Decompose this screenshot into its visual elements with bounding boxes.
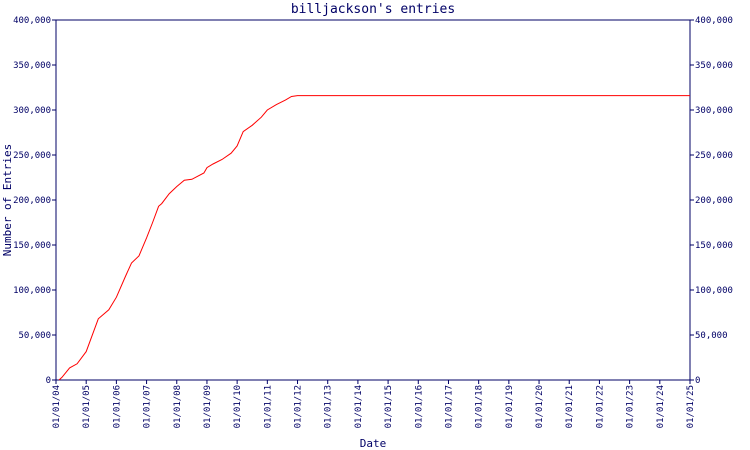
chart-title: billjackson's entries — [291, 2, 455, 17]
x-tick-label: 01/01/05 — [82, 385, 92, 428]
y2-tick-label: 200,000 — [695, 196, 733, 206]
y-tick-label: 50,000 — [18, 331, 51, 341]
x-tick-label: 01/01/08 — [173, 385, 183, 428]
x-tick-label: 01/01/15 — [384, 385, 394, 428]
x-tick-label: 01/01/10 — [233, 385, 243, 428]
y-axis-label: Number of Entries — [1, 144, 14, 257]
y-tick-label: 0 — [46, 376, 51, 386]
x-tick-label: 01/01/12 — [294, 385, 304, 428]
y2-tick-label: 400,000 — [695, 16, 733, 26]
plot-frame — [55, 19, 691, 381]
x-tick-label: 01/01/22 — [595, 385, 605, 428]
y-tick-label: 150,000 — [13, 241, 51, 251]
y-tick-label: 200,000 — [13, 196, 51, 206]
x-tick-label: 01/01/09 — [203, 385, 213, 428]
x-tick-label: 01/01/06 — [112, 385, 122, 428]
x-tick-label: 01/01/21 — [565, 385, 575, 428]
x-tick-label: 01/01/23 — [626, 385, 636, 428]
x-tick-label: 01/01/19 — [505, 385, 515, 428]
y-tick-label: 300,000 — [13, 106, 51, 116]
y-tick-label: 250,000 — [13, 151, 51, 161]
x-tick-label: 01/01/07 — [143, 385, 153, 428]
y2-tick-label: 0 — [695, 376, 700, 386]
x-tick-label: 01/01/11 — [263, 385, 273, 428]
x-tick-label: 01/01/04 — [52, 385, 62, 428]
x-tick-label: 01/01/25 — [686, 385, 696, 428]
x-tick-label: 01/01/17 — [444, 385, 454, 428]
y-tick-label: 100,000 — [13, 286, 51, 296]
y2-tick-label: 50,000 — [695, 331, 728, 341]
data-line — [58, 95, 690, 381]
x-tick-label: 01/01/18 — [475, 385, 485, 428]
y-tick-label: 350,000 — [13, 61, 51, 71]
x-tick-label: 01/01/14 — [354, 385, 364, 428]
x-tick-label: 01/01/20 — [535, 385, 545, 428]
y2-tick-label: 300,000 — [695, 106, 733, 116]
y2-tick-label: 250,000 — [695, 151, 733, 161]
y2-tick-label: 100,000 — [695, 286, 733, 296]
x-tick-label: 01/01/16 — [414, 385, 424, 428]
y2-tick-label: 150,000 — [695, 241, 733, 251]
x-axis-label: Date — [360, 437, 387, 450]
x-tick-label: 01/01/24 — [656, 385, 666, 428]
x-tick-label: 01/01/13 — [324, 385, 334, 428]
y2-tick-label: 350,000 — [695, 61, 733, 71]
y-tick-label: 400,000 — [13, 16, 51, 26]
